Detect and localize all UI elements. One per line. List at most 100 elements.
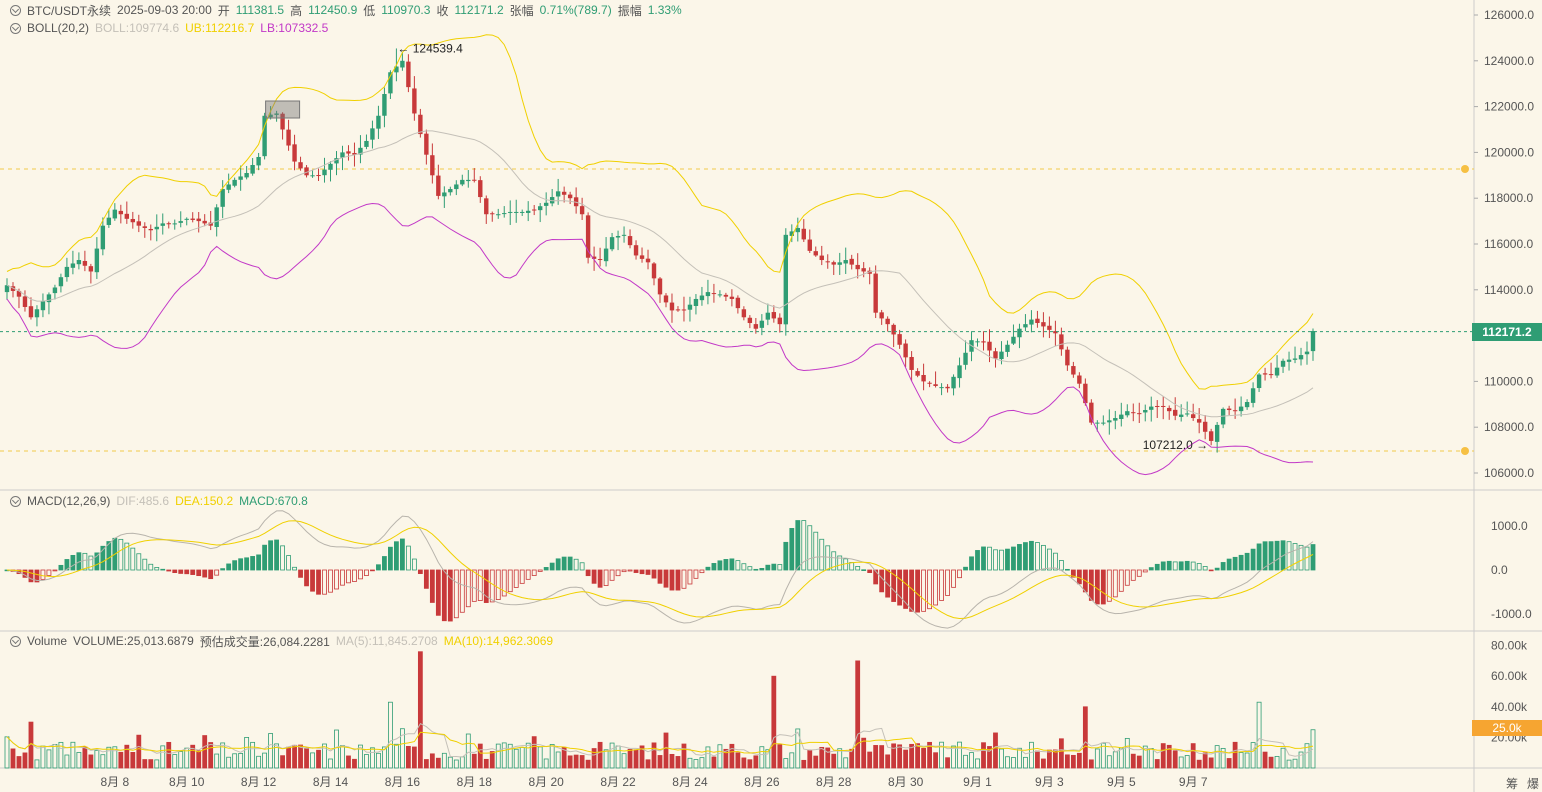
macd-histogram-bar xyxy=(555,558,561,571)
volume-bar xyxy=(963,754,968,769)
time-axis-label: 8月 16 xyxy=(385,775,421,789)
collapse-circle-icon[interactable] xyxy=(10,22,21,34)
volume-bar xyxy=(519,747,525,769)
collapse-circle-icon[interactable] xyxy=(10,4,21,16)
volume-bar xyxy=(40,745,46,769)
candle xyxy=(64,266,70,278)
macd-histogram-bar xyxy=(897,569,903,606)
macd-histogram-bar xyxy=(46,569,52,576)
candle xyxy=(292,144,297,162)
boll-lower-line xyxy=(6,202,1314,476)
price-axis-label: 114000.0 xyxy=(1484,283,1533,297)
macd-axis-label: 0.0 xyxy=(1491,563,1508,577)
volume-bar xyxy=(783,758,789,769)
candle xyxy=(1167,407,1172,412)
volume-bar xyxy=(399,728,405,769)
volume-bar xyxy=(1274,756,1280,769)
volume-bar xyxy=(765,749,771,769)
volume-bar xyxy=(124,744,130,769)
macd-histogram-bar xyxy=(88,555,94,571)
macd-histogram-bar xyxy=(1232,556,1238,571)
candle xyxy=(124,213,130,219)
macd-histogram-bar xyxy=(621,569,627,573)
macd-histogram-bar xyxy=(501,569,507,597)
candle xyxy=(1184,413,1190,415)
volume-bar xyxy=(945,757,950,769)
volume-bar xyxy=(543,758,549,769)
boll-mid-line xyxy=(6,130,1314,418)
volume-bar xyxy=(1142,745,1148,769)
macd-histogram-bar xyxy=(244,557,250,571)
macd-histogram-bar xyxy=(148,563,154,571)
candle xyxy=(975,341,980,343)
volume-bar xyxy=(525,742,531,769)
macd-histogram-bar xyxy=(1011,546,1016,571)
macd-histogram-bar xyxy=(837,555,843,571)
candle xyxy=(579,206,585,215)
candle xyxy=(1029,319,1034,325)
macd-histogram-bar xyxy=(172,569,178,573)
macd-histogram-bar xyxy=(945,569,950,596)
volume-bar xyxy=(975,758,980,769)
volume-bar xyxy=(573,754,579,769)
liquidation-button[interactable]: 爆 xyxy=(1527,777,1540,791)
macd-histogram-bar xyxy=(1136,569,1142,577)
volume-bar xyxy=(921,748,926,769)
high-value: 112450.9 xyxy=(308,3,358,17)
candle xyxy=(370,128,375,140)
candle-series[interactable] xyxy=(4,48,1316,453)
macd-histogram-bar xyxy=(759,568,765,571)
candle xyxy=(394,66,399,73)
candle xyxy=(663,295,669,303)
selection-box xyxy=(265,100,301,119)
volume-bar xyxy=(1304,743,1310,769)
macd-histogram-bar xyxy=(388,546,393,571)
collapse-circle-icon[interactable] xyxy=(10,495,21,507)
volume-bar xyxy=(1023,756,1028,769)
macd-histogram-bar xyxy=(753,568,759,571)
volume-bar xyxy=(513,748,519,769)
macd-dif-line xyxy=(6,510,1314,629)
macd-histogram-bar xyxy=(999,549,1004,571)
macd-histogram-bar xyxy=(178,569,184,574)
macd-histogram-bar xyxy=(196,569,202,577)
candle xyxy=(466,179,471,182)
macd-histogram-bar xyxy=(537,569,543,572)
candle xyxy=(1131,412,1136,414)
candle xyxy=(1089,402,1094,423)
candle xyxy=(94,248,100,273)
collapse-circle-icon[interactable] xyxy=(10,635,21,647)
volume-bar xyxy=(711,756,717,769)
candle xyxy=(795,227,800,233)
volume-bar xyxy=(657,755,663,769)
volume-bar xyxy=(1041,758,1046,769)
volume-bar xyxy=(927,741,932,769)
candle xyxy=(675,309,681,311)
macd-histogram-bar xyxy=(873,569,879,585)
macd-histogram-bar xyxy=(1196,563,1202,571)
time-axis-label: 8月 26 xyxy=(744,775,780,789)
macd-histogram-bar xyxy=(136,553,142,571)
change-label: 张幅 xyxy=(509,3,534,18)
macd-histogram-bar xyxy=(765,564,771,571)
volume-bar xyxy=(1286,759,1292,769)
volume-bar xyxy=(855,660,861,769)
macd-histogram-bar xyxy=(975,550,980,571)
macd-histogram-bar xyxy=(1214,567,1220,571)
volume-bar xyxy=(250,741,256,769)
candle xyxy=(939,387,944,389)
macd-histogram-bar xyxy=(591,569,597,584)
candle xyxy=(849,258,854,265)
macd-histogram-bar xyxy=(1256,543,1262,571)
volume-header: Volume VOLUME:25,013.6879 预估成交量:26,084.2… xyxy=(10,633,553,649)
volume-bar xyxy=(1208,757,1214,769)
macd-histogram-bar xyxy=(34,569,40,583)
amplitude-value: 1.33% xyxy=(647,3,682,17)
macd-dea-line xyxy=(6,520,1314,620)
price-axis-label: 108000.0 xyxy=(1484,420,1534,434)
chips-button[interactable]: 筹 xyxy=(1506,777,1519,791)
volume-bar xyxy=(112,746,118,769)
macd-histogram-bar xyxy=(741,563,747,571)
macd-histogram-bar xyxy=(717,560,723,571)
volume-bar xyxy=(741,757,747,769)
